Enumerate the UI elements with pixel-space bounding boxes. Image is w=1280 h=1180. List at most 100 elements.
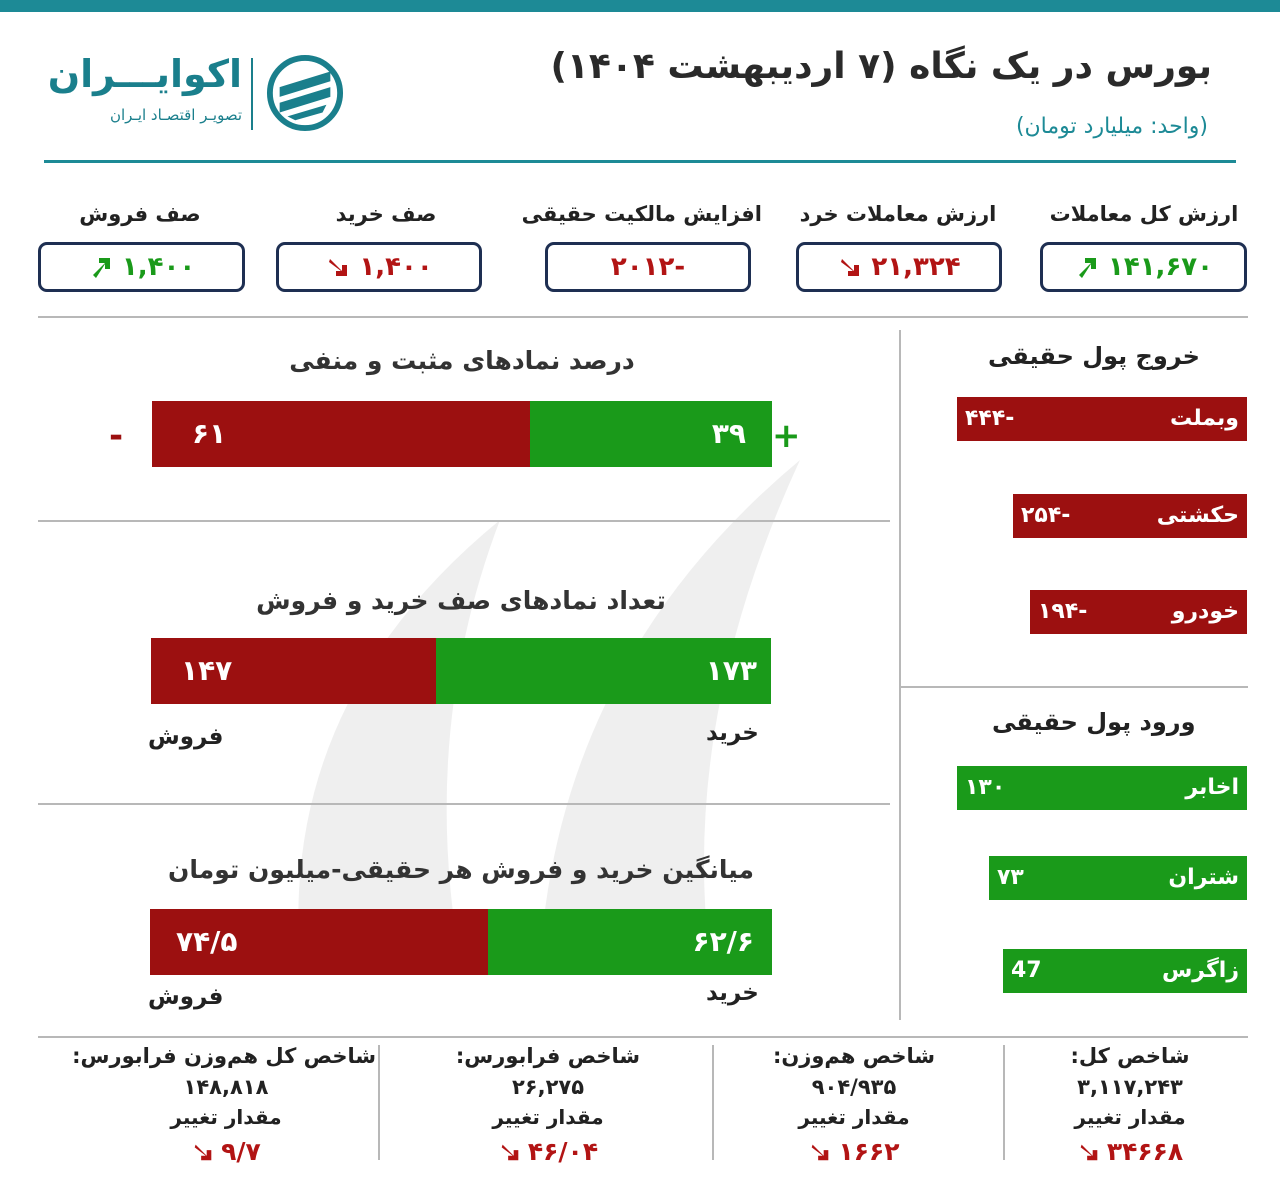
- index-change-label: مقدار تغییر: [492, 1105, 604, 1129]
- inflow-name: زاگرس: [1161, 958, 1239, 983]
- outflow-name: وبملت: [1170, 406, 1239, 431]
- arrow-down-icon: [501, 1144, 519, 1161]
- index-change-label: مقدار تغییر: [170, 1105, 282, 1129]
- outflow-bar: وبملت -۴۴۴: [957, 397, 1247, 441]
- index-name: شاخص کل:: [1070, 1044, 1190, 1068]
- arrow-down-icon: [194, 1144, 212, 1161]
- unit-note: (واحد: میلیارد تومان): [1015, 114, 1208, 139]
- outflow-name: حکشتی: [1156, 503, 1239, 528]
- logo-name: اکوایـــران: [47, 52, 242, 96]
- stat-value-real-ownership: -۲۰۱۲: [610, 252, 686, 282]
- bar-segment-sell: [151, 638, 436, 704]
- index-value: ۲۶,۲۷۵: [511, 1075, 585, 1099]
- outflow-value: -۴۴۴: [965, 406, 1015, 431]
- arrow-down-icon: [329, 259, 348, 276]
- stat-box-sell-queue: ۱,۴۰۰: [38, 242, 245, 292]
- index-name: شاخص هم‌وزن:: [772, 1044, 936, 1068]
- plus-sign: +: [772, 416, 801, 456]
- stat-label-retail-value: ارزش معاملات خرد: [799, 202, 997, 226]
- divider-section-2: [38, 803, 890, 805]
- arrow-down-icon: [1080, 1144, 1098, 1161]
- index-name: شاخص فرابورس:: [455, 1044, 641, 1068]
- index-value: ۳,۱۱۷,۲۴۳: [1077, 1075, 1183, 1099]
- index-change: ۳۴۶۶۸: [1077, 1132, 1183, 1172]
- flow-title-inflow: ورود پول حقیقی: [992, 708, 1196, 736]
- inflow-value: ۱۳۰: [965, 775, 1006, 800]
- divider-index-2: [712, 1045, 714, 1160]
- bar-segment-buy: [488, 909, 772, 975]
- outflow-value: -۱۹۴: [1038, 599, 1088, 624]
- index-change-value: ۹/۷: [221, 1137, 261, 1166]
- section-title-average: میانگین خرید و فروش هر حقیقی-میلیون توما…: [168, 855, 754, 884]
- bar-segment-positive: [530, 401, 772, 467]
- logo-mark-icon: [266, 54, 344, 132]
- index-value: ۹۰۴/۹۳۵: [811, 1075, 897, 1099]
- index-change: ۴۶/۰۴: [498, 1132, 598, 1172]
- index-change-value: ۴۶/۰۴: [527, 1137, 599, 1166]
- section-title-pos-neg: درصد نمادهای مثبت و منفی: [289, 346, 635, 375]
- divider-flows: [900, 686, 1248, 688]
- label-sell: فروش: [148, 724, 224, 750]
- bar-value-sell: ۱۴۷: [181, 654, 233, 687]
- stat-label-real-ownership: افزایش مالکیت حقیقی: [521, 202, 762, 226]
- divider-index-3: [378, 1045, 380, 1160]
- bar-pos-neg: ۳۹ ۶۱: [152, 401, 772, 467]
- logo-tagline: تصویـر اقتصـاد ایـران: [109, 106, 242, 124]
- inflow-bar: اخابر ۱۳۰: [957, 766, 1247, 810]
- brand-logo: اکوایـــران تصویـر اقتصـاد ایـران: [47, 50, 360, 140]
- index-name: شاخص کل هم‌وزن فرابورس:: [72, 1044, 376, 1068]
- label-sell: فروش: [148, 984, 224, 1010]
- bar-value-buy: ۶۲/۶: [692, 925, 755, 958]
- divider-section-1: [38, 520, 890, 522]
- stat-box-total-value: ۱۴۱,۶۷۰: [1040, 242, 1247, 292]
- index-change: ۱۶۶۲: [808, 1132, 900, 1172]
- bar-segment-sell: [150, 909, 488, 975]
- index-change-label: مقدار تغییر: [1074, 1105, 1186, 1129]
- arrow-down-icon: [812, 1144, 829, 1161]
- bar-value-positive: ۳۹: [711, 417, 746, 450]
- inflow-bar: زاگرس 47: [1003, 949, 1247, 993]
- outflow-value: -۲۵۴: [1021, 503, 1071, 528]
- divider-indices: [38, 1036, 1248, 1038]
- stat-label-sell-queue: صف فروش: [79, 202, 201, 226]
- logo-separator: [251, 58, 253, 130]
- top-accent-bar: [0, 0, 1280, 12]
- arrow-up-icon: [1078, 258, 1096, 278]
- bar-queues: ۱۷۳ ۱۴۷: [151, 638, 771, 704]
- index-change-label: مقدار تغییر: [798, 1105, 910, 1129]
- stat-value-total-value: ۱۴۱,۶۷۰: [1107, 252, 1214, 282]
- flow-title-outflow: خروج پول حقیقی: [988, 342, 1200, 370]
- inflow-bar: شتران ۷۳: [989, 856, 1247, 900]
- bar-average: ۶۲/۶ ۷۴/۵: [150, 909, 772, 975]
- label-buy: خرید: [706, 720, 759, 746]
- header-divider: [44, 160, 1236, 163]
- index-change-value: ۱۶۶۲: [838, 1137, 900, 1166]
- bar-value-buy: ۱۷۳: [705, 654, 757, 687]
- inflow-name: اخابر: [1185, 775, 1239, 800]
- stat-box-real-ownership: -۲۰۱۲: [545, 242, 751, 292]
- outflow-bar: خودرو -۱۹۴: [1030, 590, 1247, 634]
- index-total: شاخص کل: ۳,۱۱۷,۲۴۳ مقدار تغییر ۳۴۶۶۸: [1000, 1040, 1260, 1172]
- page-title: بورس در یک نگاه (۷ اردیبهشت ۱۴۰۴): [550, 46, 1212, 87]
- stat-value-sell-queue: ۱,۴۰۰: [121, 252, 196, 282]
- index-equal-weight: شاخص هم‌وزن: ۹۰۴/۹۳۵ مقدار تغییر ۱۶۶۲: [724, 1040, 984, 1172]
- divider-index-1: [1003, 1045, 1005, 1160]
- arrow-up-icon: [92, 258, 110, 278]
- stat-value-retail-value: ۲۱,۳۲۴: [871, 252, 961, 282]
- stat-value-buy-queue: ۱,۴۰۰: [359, 252, 433, 282]
- divider-vertical: [899, 330, 901, 1020]
- watermark-logo: [298, 460, 800, 960]
- bar-segment-buy: [436, 638, 771, 704]
- arrow-down-icon: [841, 259, 860, 276]
- inflow-value: ۷۳: [997, 865, 1024, 890]
- section-title-queues: تعداد نمادهای صف خرید و فروش: [256, 586, 666, 615]
- bar-segment-negative: [152, 401, 530, 467]
- index-farabourse: شاخص فرابورس: ۲۶,۲۷۵ مقدار تغییر ۴۶/۰۴: [418, 1040, 678, 1172]
- index-change-value: ۳۴۶۶۸: [1106, 1137, 1184, 1166]
- index-change: ۹/۷: [191, 1132, 261, 1172]
- index-value: ۱۴۸,۸۱۸: [183, 1075, 269, 1099]
- outflow-name: خودرو: [1171, 599, 1239, 624]
- bar-value-sell: ۷۴/۵: [176, 925, 238, 958]
- stat-box-buy-queue: ۱,۴۰۰: [276, 242, 482, 292]
- inflow-value: 47: [1011, 958, 1042, 983]
